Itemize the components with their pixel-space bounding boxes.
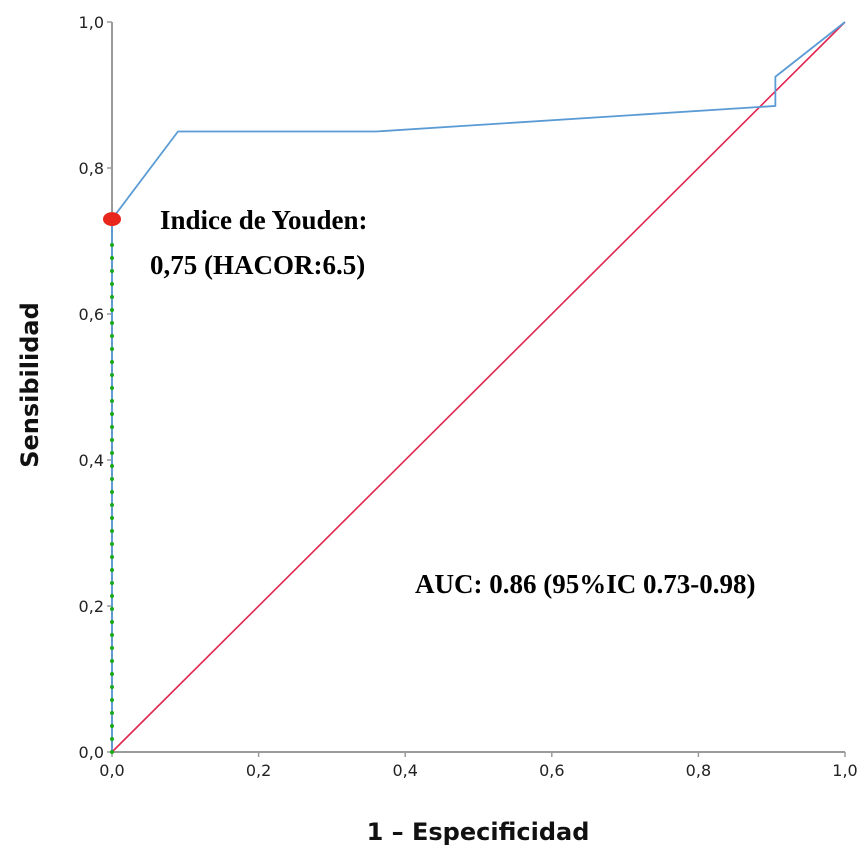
x-tick-label: 0,0 <box>99 761 124 780</box>
series-layer <box>111 21 846 753</box>
y-tick-label: 0,4 <box>79 451 104 470</box>
x-tick-label: 1,0 <box>832 761 857 780</box>
youden-annotation-line2: 0,75 (HACOR:6.5) <box>150 250 365 280</box>
y-tick-label: 0,6 <box>79 305 104 324</box>
x-axis-title: 1 – Especificidad <box>367 818 590 846</box>
youden-point <box>103 212 121 227</box>
y-tick-label: 0,8 <box>79 159 104 178</box>
y-tick-label: 1,0 <box>79 13 104 32</box>
y-tick-label: 0,2 <box>79 597 104 616</box>
y-tick-label: 0,0 <box>79 743 104 762</box>
y-axis-title: Sensibilidad <box>16 302 44 468</box>
x-tick-label: 0,2 <box>246 761 271 780</box>
auc-annotation: AUC: 0.86 (95%IC 0.73-0.98) <box>415 569 755 599</box>
x-axis-ticks: 0,0 0,2 0,4 0,6 0,8 1,0 <box>99 752 858 780</box>
y-axis-ticks: 0,0 0,2 0,4 0,6 0,8 1,0 <box>79 13 112 762</box>
marker-layer <box>103 212 121 754</box>
youden-annotation-line1: Indice de Youden: <box>160 205 368 235</box>
x-tick-label: 0,8 <box>686 761 711 780</box>
x-tick-label: 0,4 <box>392 761 417 780</box>
x-tick-label: 0,6 <box>539 761 564 780</box>
reference-diagonal-line <box>111 21 846 753</box>
